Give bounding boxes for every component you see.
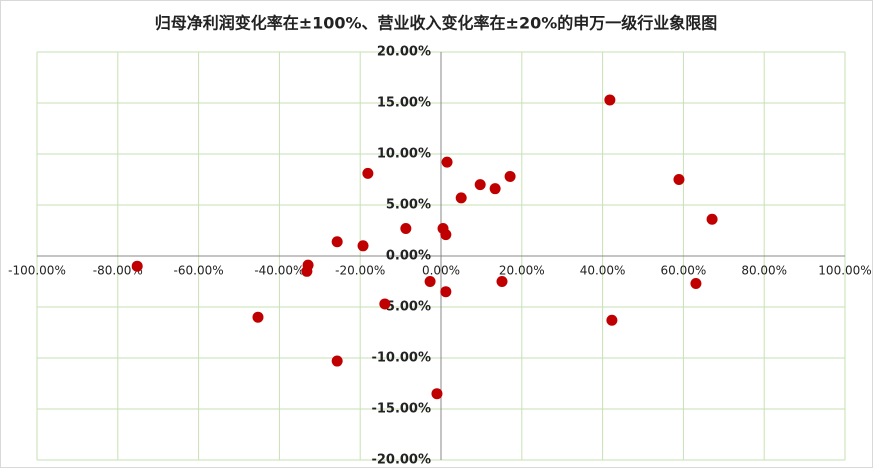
point [424, 276, 436, 287]
point [441, 156, 453, 168]
point [379, 298, 391, 310]
y-tick-label: -5.00% [381, 300, 432, 315]
point [706, 213, 718, 225]
point [440, 286, 452, 298]
x-tick-label: -60.00% [174, 264, 224, 278]
y-tick-label: -20.00% [371, 453, 431, 468]
x-tick-label: -80.00% [93, 264, 143, 278]
y-tick-label: 20.00% [377, 45, 431, 60]
x-tick-label: 100.00% [818, 264, 871, 278]
point [489, 183, 501, 195]
point [357, 240, 369, 252]
point [431, 388, 443, 400]
point [496, 276, 508, 287]
point [400, 222, 412, 234]
point [474, 179, 486, 191]
y-tick-label: 10.00% [377, 147, 431, 162]
point [690, 278, 702, 290]
x-tick-label: 80.00% [741, 264, 787, 278]
x-tick-label: 40.00% [580, 264, 626, 278]
y-tick-label: 5.00% [386, 198, 431, 213]
x-tick-label: -20.00% [335, 264, 385, 278]
x-tick-label: 0.00% [422, 264, 460, 278]
point [455, 192, 467, 204]
y-tick-label: -10.00% [371, 351, 431, 366]
y-tick-label: 0.00% [386, 249, 431, 264]
y-tick-label: 15.00% [377, 96, 431, 111]
x-tick-label: -40.00% [254, 264, 304, 278]
y-tick-label: -15.00% [371, 402, 431, 417]
point [504, 170, 516, 182]
point [252, 311, 264, 323]
point [331, 236, 343, 248]
point [301, 265, 313, 277]
point [673, 174, 685, 185]
point [331, 355, 343, 367]
point [440, 229, 452, 241]
point [606, 314, 618, 326]
point [362, 167, 374, 179]
x-tick-label: 20.00% [499, 264, 545, 278]
point [131, 260, 143, 272]
chart-title: 归母净利润变化率在±100%、营业收入变化率在±20%的申万一级行业象限图 [155, 14, 718, 33]
x-tick-label: -100.00% [8, 264, 66, 278]
x-tick-label: 60.00% [661, 264, 707, 278]
point [604, 94, 616, 106]
